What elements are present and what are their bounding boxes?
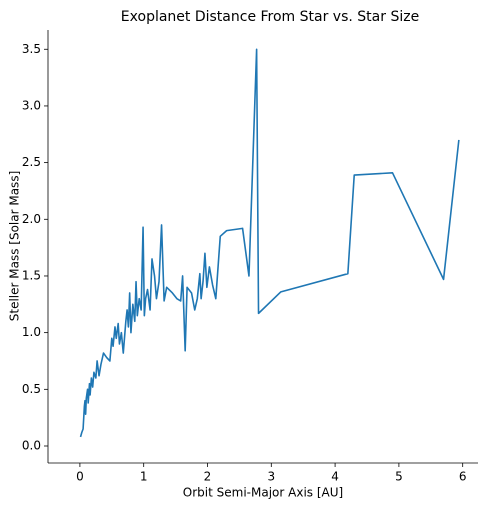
x-tick-label: 2 (204, 470, 212, 484)
y-tick-label: 2.5 (22, 155, 41, 169)
data-line (79, 48, 460, 438)
x-tick-label: 5 (395, 470, 403, 484)
y-axis-label: Steller Mass [Solar Mass] (8, 171, 22, 322)
y-tick-label: 0.5 (22, 382, 41, 396)
x-tick-label: 1 (140, 470, 148, 484)
x-tick-label: 6 (459, 470, 467, 484)
y-tick-label: 2.0 (22, 212, 41, 226)
y-tick-label: 3.5 (22, 42, 41, 56)
y-tick-label: 0.0 (22, 438, 41, 452)
x-tick-label: 0 (76, 470, 84, 484)
x-axis-label: Orbit Semi-Major Axis [AU] (183, 486, 343, 500)
y-tick-label: 3.0 (22, 98, 41, 112)
x-tick-label: 3 (267, 470, 275, 484)
y-tick-label: 1.0 (22, 325, 41, 339)
y-tick-label: 1.5 (22, 268, 41, 282)
x-tick-label: 4 (331, 470, 339, 484)
chart-title: Exoplanet Distance From Star vs. Star Si… (121, 9, 419, 25)
